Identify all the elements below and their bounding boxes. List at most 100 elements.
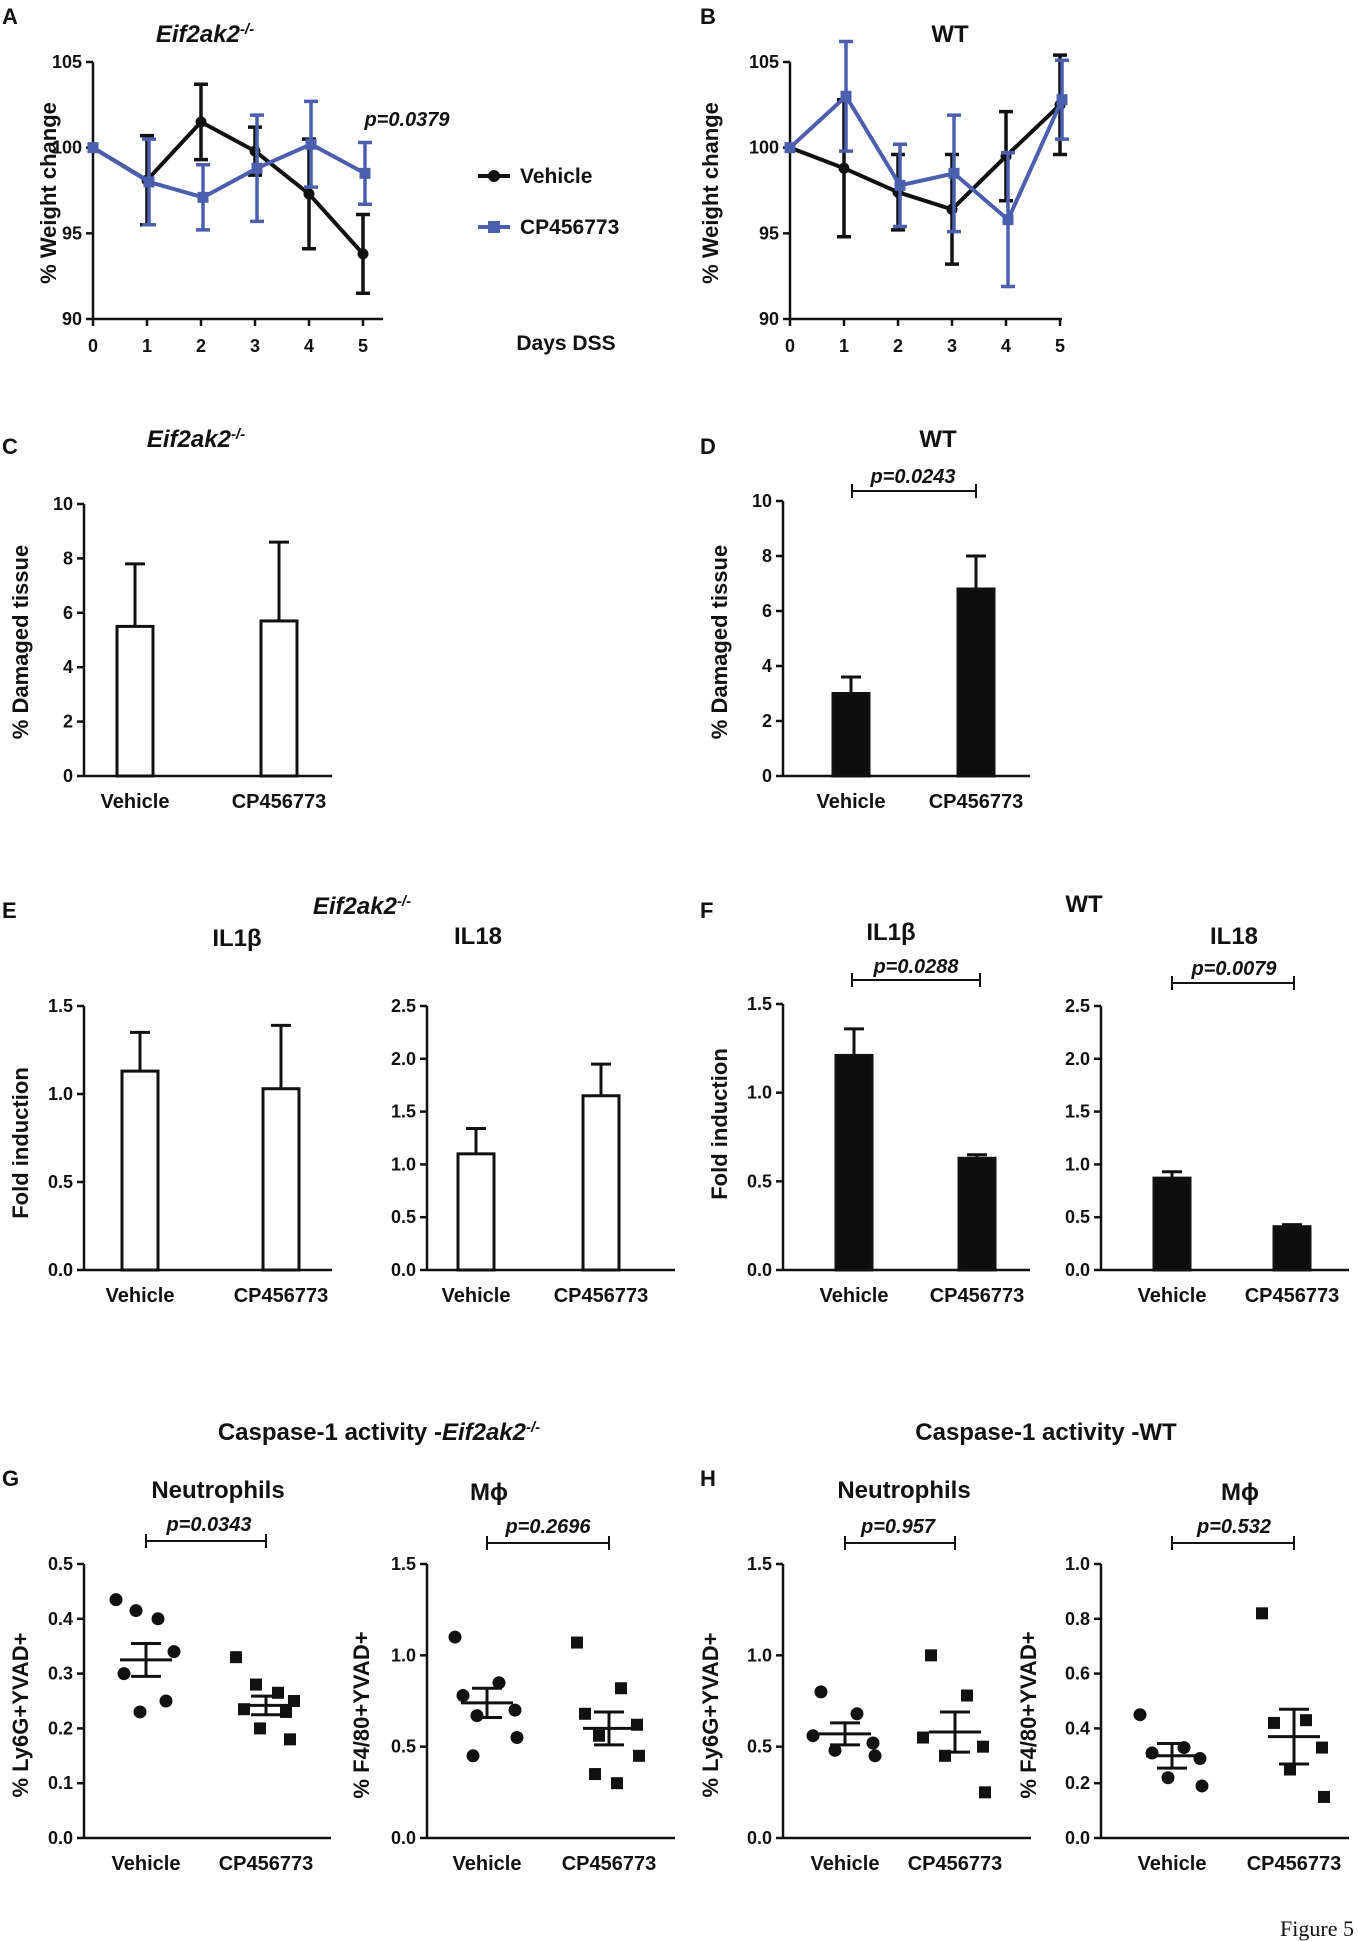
panel-h-ylabel2: % F4/80+YVAD+ [1016,1631,1041,1798]
chart-h2-y-tick-label: 0.8 [1065,1609,1090,1629]
chart-c-y-tick-label: 2 [63,712,73,732]
chart-a-x-tick-label: 0 [88,336,98,356]
chart-h2-point-cp456773 [1300,1714,1312,1727]
series-cp456773-point [359,167,371,179]
chart-c-bar-cp456773 [259,619,299,778]
chart-e1-category-label: Vehicle [106,1285,175,1307]
chart-h2-point-vehicle [1195,1779,1209,1793]
chart-f2-bar-cp456773 [1272,1225,1312,1272]
chart-f1-bar-cp456773 [957,1156,997,1272]
chart-f2-category-label: CP456773 [1245,1285,1340,1307]
chart-e1-y-tick-label: 1.5 [48,996,73,1016]
panel-h-group-title: Caspase-1 activity -WT [915,1419,1177,1446]
chart-f2-y-tick-label: 0.0 [1065,1260,1090,1280]
panel-g-pvalue1: p=0.0343 [165,1514,251,1536]
panel-d-bracket [851,484,977,498]
chart-d-y-tick-label: 0 [762,766,772,786]
chart-g2-point-vehicle [508,1703,522,1717]
panel-g-sub2-title: Mϕ [470,1479,508,1506]
panel-g-sub1-title: Neutrophils [151,1477,284,1504]
panel-a-xlabel: Days DSS [516,332,615,355]
chart-g2-point-vehicle [510,1731,524,1745]
chart-h2-y-tick-label: 0.6 [1065,1664,1090,1684]
chart-h2-y-tick-label: 0.2 [1065,1773,1090,1793]
chart-g1-y-tick-label: 0.1 [48,1773,73,1793]
chart-g2-y-tick-label: 0.0 [391,1828,416,1848]
chart-a-x-tick-label: 4 [304,336,314,356]
series-cp456773-point [894,179,906,191]
panel-h-ylabel1: % Ly6G+YVAD+ [698,1632,723,1797]
panel-label-c: C [2,434,18,459]
chart-h2-point-vehicle [1145,1746,1159,1760]
chart-h2-point-cp456773 [1318,1790,1330,1803]
chart-g1-point-vehicle [151,1612,165,1626]
chart-h1-sem-bar [940,1710,970,1754]
series-vehicle-point [357,248,369,260]
chart-f2-y-tick-label: 1.5 [1065,1102,1090,1122]
chart-h1-point-vehicle [850,1707,864,1721]
chart-h1-neutrophils-wt: 0.0 0.5 1.0 1.5 Vehicle CP456773 [747,1554,1031,1875]
chart-c-y-tick-label: 6 [63,603,73,623]
panel-f-sub2-title: IL18 [1210,923,1258,950]
chart-e2-category-label: Vehicle [442,1285,511,1307]
chart-g1-point-cp456773 [250,1678,262,1691]
chart-c-bar-vehicle [115,624,155,778]
chart-a-x-tick-label: 1 [142,336,152,356]
legend: Vehicle CP456773 [478,165,619,239]
chart-d-damage-wt: 0 2 4 6 8 10 Vehicle CP456773 [752,491,1030,813]
panel-d-ylabel: % Damaged tissue [707,545,732,739]
chart-g2-y-tick-label: 0.5 [391,1737,416,1757]
panel-d-title: WT [919,426,957,453]
chart-g2-category-label: Vehicle [453,1853,522,1875]
series-vehicle-line [91,119,365,256]
chart-g1-point-cp456773 [254,1722,266,1735]
panel-f-brackets [851,973,1295,990]
chart-f2-bar-vehicle [1152,1176,1192,1272]
chart-h2-point-vehicle [1161,1771,1175,1785]
chart-h1-category-label: Vehicle [811,1853,880,1875]
panel-b-title: WT [931,21,969,48]
panel-c-ylabel: % Damaged tissue [8,545,33,739]
chart-f2-y-tick-label: 2.5 [1065,996,1090,1016]
chart-f2-il18-wt: 0.0 0.5 1.0 1.5 2.0 2.5 Vehicle CP456773 [1065,996,1349,1307]
chart-e1-bar-vehicle [120,1069,160,1272]
chart-g2-point-cp456773 [611,1777,623,1790]
panel-e-group-title: Eif2ak2-/- [313,893,411,921]
chart-g1-point-vehicle [159,1694,173,1708]
chart-e1-y-tick-label: 1.0 [48,1084,73,1104]
chart-h2-point-cp456773 [1284,1763,1296,1776]
chart-f1-category-label: Vehicle [820,1285,889,1307]
chart-g1-sem-bar [131,1641,161,1678]
chart-f1-y-tick-label: 1.5 [747,994,772,1014]
chart-g1-y-tick-label: 0.3 [48,1664,73,1684]
chart-e1-bar-cp456773 [261,1087,301,1272]
chart-h1-point-cp456773 [961,1689,973,1702]
panel-a-pvalue: p=0.0379 [363,109,450,131]
chart-d-y-tick-label: 4 [762,656,772,676]
chart-g2-point-cp456773 [571,1636,583,1649]
chart-a-y-tick-label: 105 [52,52,82,72]
chart-g1-category-label: Vehicle [112,1853,181,1875]
chart-g2-point-cp456773 [589,1768,601,1781]
chart-h1-point-vehicle [814,1685,828,1699]
series-cp456773-point [197,191,209,203]
chart-b-x-tick-label: 5 [1055,336,1065,356]
panel-g-brackets [145,1534,610,1550]
panel-f-sub1-title: IL1β [866,919,915,946]
panel-label-d: D [700,434,716,459]
series-cp456773-point [305,138,317,150]
chart-h1-point-cp456773 [977,1740,989,1753]
series-cp456773-point [1002,214,1014,226]
panel-h-brackets [844,1536,1295,1550]
chart-g1-neutrophils-eif2ak2: 0.0 0.1 0.2 0.3 0.4 0.5 Vehicle CP456773 [48,1554,331,1875]
chart-a-x-tick-label: 5 [358,336,368,356]
chart-e1-y-tick-label: 0.0 [48,1260,73,1280]
chart-g2-point-vehicle [470,1709,484,1723]
chart-b-y-tick-label: 95 [759,223,779,243]
chart-b-y-tick-label: 100 [749,138,779,158]
panel-c-title: Eif2ak2-/- [147,426,245,454]
chart-d-category-label: Vehicle [817,791,886,813]
chart-f1-y-tick-label: 0.5 [747,1171,772,1191]
chart-d-y-tick-label: 6 [762,601,772,621]
chart-h2-y-tick-label: 0.4 [1065,1718,1090,1738]
